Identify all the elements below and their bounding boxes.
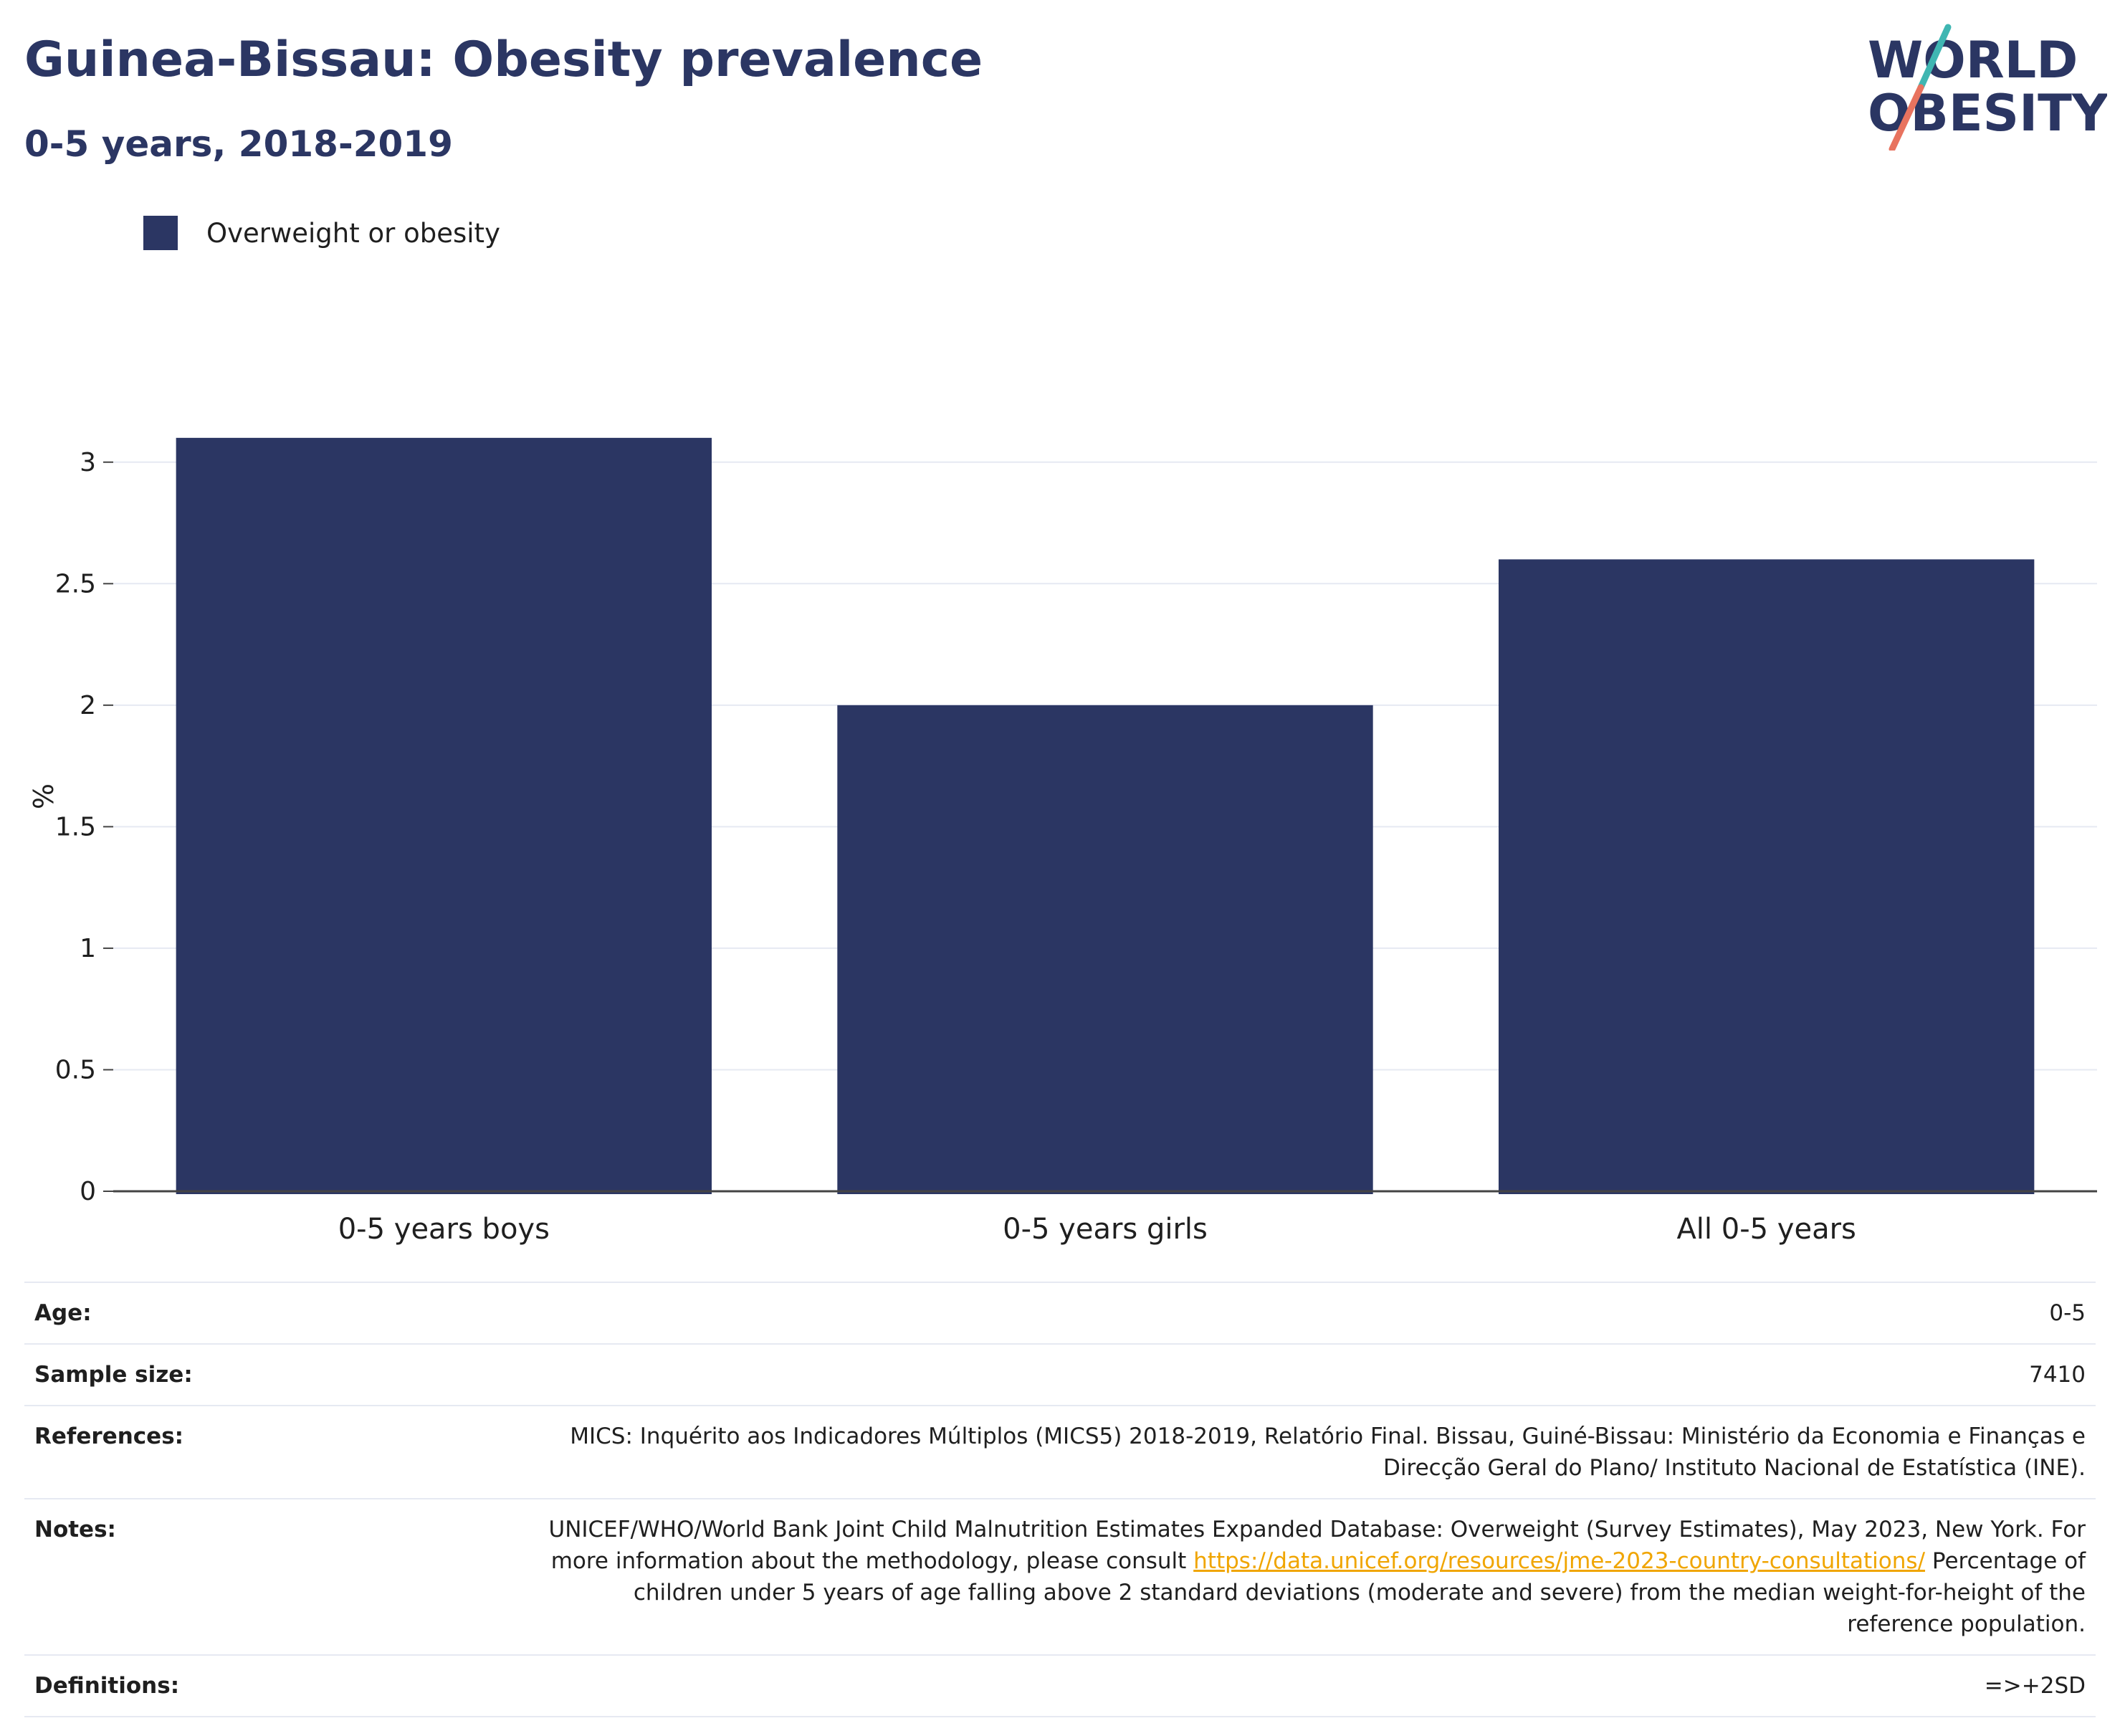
y-tick-label: 2 bbox=[80, 691, 96, 720]
bar bbox=[176, 437, 712, 1194]
info-table: Age: 0-5 Sample size: 7410 References: M… bbox=[24, 1282, 2096, 1717]
bar-chart: 0 0.5 1 1.5 2 2.5 3 0-5 years boys 0-5 years gi… bbox=[28, 437, 2097, 1246]
info-key-definitions: Definitions: bbox=[34, 1673, 180, 1699]
info-value-sample-size: 7410 bbox=[2029, 1362, 2086, 1388]
x-tick-label: 0-5 years girls bbox=[1003, 1213, 1208, 1246]
logo-slash-teal-icon bbox=[1917, 24, 1952, 91]
info-row-age: Age: 0-5 bbox=[24, 1282, 2096, 1343]
info-row-references: References: MICS: Inquérito aos Indicado… bbox=[24, 1405, 2096, 1498]
bar bbox=[1498, 559, 2035, 1194]
info-key-age: Age: bbox=[34, 1300, 92, 1326]
info-row-definitions: Definitions: =>+2SD bbox=[24, 1654, 2096, 1717]
page-title: Guinea-Bissau: Obesity prevalence bbox=[24, 32, 983, 88]
world-obesity-logo: WORLD OBESITY bbox=[1868, 24, 2107, 151]
notes-text-pre: UNICEF/WHO/World Bank Joint Child Malnut… bbox=[548, 1517, 2086, 1574]
bars bbox=[176, 437, 2035, 1194]
info-value-notes: UNICEF/WHO/World Bank Joint Child Malnut… bbox=[523, 1514, 2086, 1640]
x-tick-label: All 0-5 years bbox=[1676, 1213, 1856, 1246]
y-tick-label: 0 bbox=[80, 1177, 96, 1206]
info-row-notes: Notes: UNICEF/WHO/World Bank Joint Child… bbox=[24, 1498, 2096, 1654]
notes-text-post: Percentage of children under 5 years of … bbox=[633, 1548, 2086, 1637]
y-tick-label: 1.5 bbox=[55, 812, 96, 841]
y-tick-label: 3 bbox=[80, 448, 96, 477]
info-value-age: 0-5 bbox=[2049, 1300, 2086, 1326]
info-value-references: MICS: Inquérito aos Indicadores Múltiplo… bbox=[570, 1423, 2086, 1481]
x-tick-label: 0-5 years boys bbox=[338, 1213, 550, 1246]
notes-link[interactable]: https://data.unicef.org/resources/jme-20… bbox=[1193, 1548, 1926, 1574]
legend: Overweight or obesity bbox=[143, 215, 500, 251]
x-axis-labels: 0-5 years boys 0-5 years girls All 0-5 yea… bbox=[338, 1213, 1856, 1246]
logo-line1: WORLD bbox=[1868, 31, 2078, 90]
y-tick-label: 1 bbox=[80, 934, 96, 963]
y-axis-label: % bbox=[28, 783, 59, 809]
legend-swatch bbox=[143, 216, 178, 250]
y-tick-label: 2.5 bbox=[55, 569, 96, 598]
page-subtitle: 0-5 years, 2018-2019 bbox=[24, 123, 453, 165]
info-key-references: References: bbox=[34, 1423, 184, 1449]
info-key-sample-size: Sample size: bbox=[34, 1362, 193, 1388]
y-tick-label: 0.5 bbox=[55, 1055, 96, 1084]
info-value-definitions: =>+2SD bbox=[1984, 1673, 2086, 1699]
info-row-sample-size: Sample size: 7410 bbox=[24, 1343, 2096, 1405]
bar bbox=[837, 705, 1373, 1194]
legend-label: Overweight or obesity bbox=[206, 217, 500, 249]
logo-slash-coral-icon bbox=[1889, 84, 1924, 151]
y-axis-ticks: 0 0.5 1 1.5 2 2.5 3 bbox=[55, 448, 113, 1206]
info-key-notes: Notes: bbox=[34, 1517, 116, 1542]
